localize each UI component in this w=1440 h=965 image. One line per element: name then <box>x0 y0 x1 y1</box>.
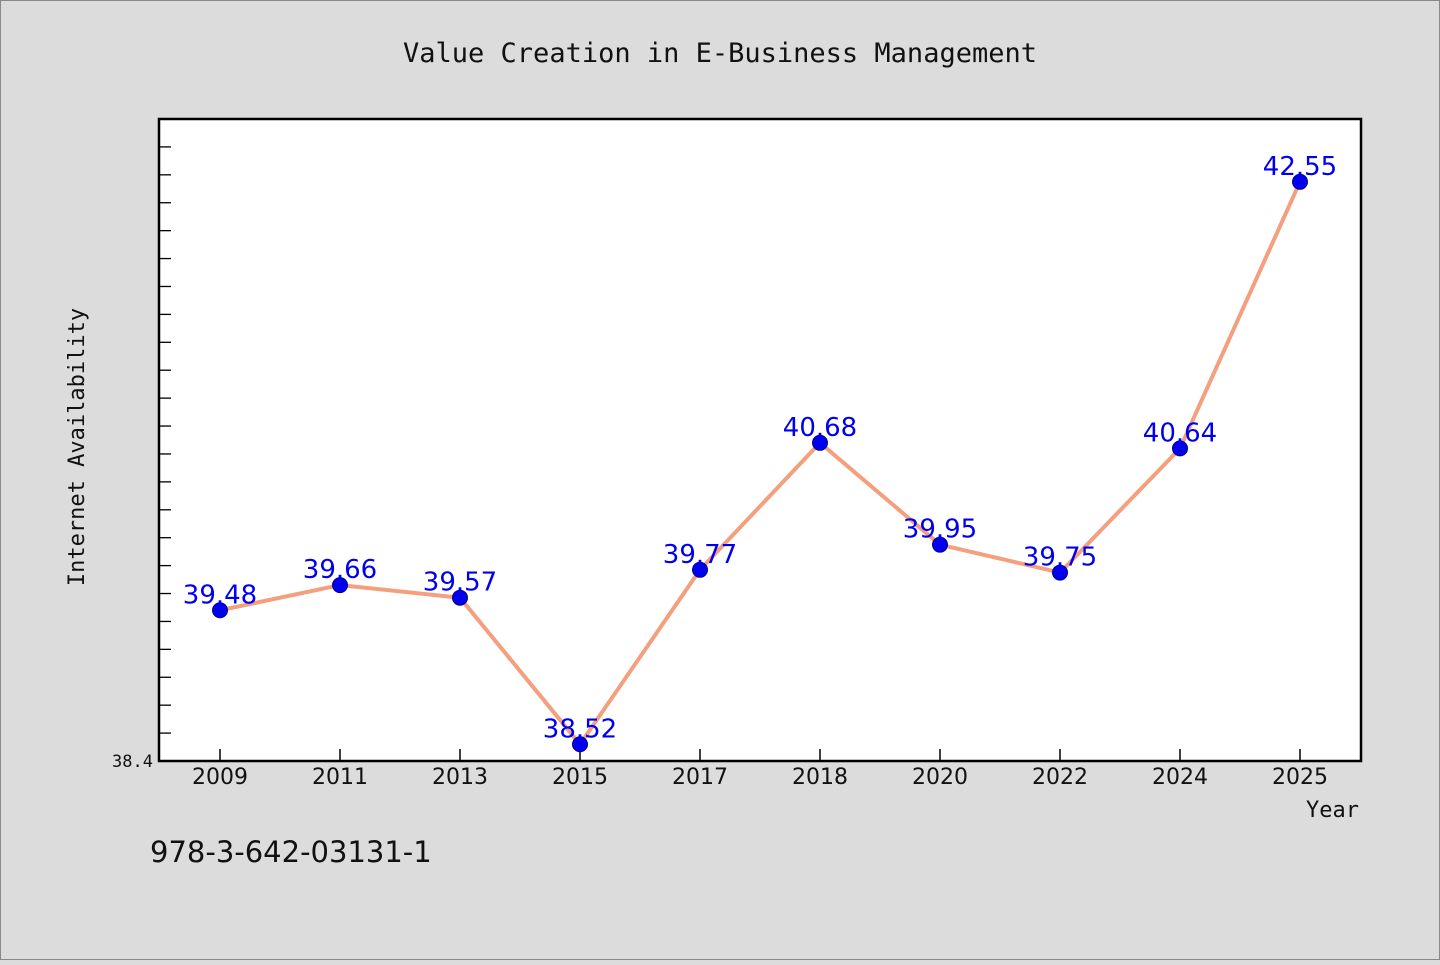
data-point-2011 <box>332 577 348 594</box>
x-tick-label-2018: 2018 <box>792 765 848 790</box>
data-label-2020: 39.95 <box>903 515 977 545</box>
data-label-2015: 38.52 <box>543 714 617 744</box>
data-point-2009 <box>212 602 228 619</box>
data-label-2022: 39.75 <box>1023 543 1097 573</box>
x-tick-label-2011: 2011 <box>312 765 368 790</box>
data-label-2009: 39.48 <box>183 580 257 610</box>
data-label-2024: 40.64 <box>1143 418 1217 448</box>
data-label-2025: 42.55 <box>1263 152 1337 182</box>
data-label-2011: 39.66 <box>303 555 377 585</box>
x-tick-label-2024: 2024 <box>1152 765 1208 790</box>
x-tick-label-2020: 2020 <box>912 765 968 790</box>
x-tick-label-2015: 2015 <box>552 765 608 790</box>
series-line <box>218 179 1302 747</box>
x-axis-ticks <box>219 749 1301 761</box>
y-axis-ticks <box>159 146 171 762</box>
x-tick-label-2009: 2009 <box>192 765 248 790</box>
x-tick-label-2017: 2017 <box>672 765 728 790</box>
data-point-2018 <box>812 434 828 451</box>
x-tick-label-2025: 2025 <box>1272 765 1328 790</box>
chart-title: Value Creation in E-Business Management <box>403 38 1037 69</box>
data-label-2013: 39.57 <box>423 568 497 598</box>
x-axis-label: Year <box>1306 798 1359 823</box>
y-tick-label-min: 38.4 <box>112 752 153 772</box>
data-point-2017 <box>692 561 708 578</box>
plot-area <box>157 117 1363 763</box>
x-tick-label-2022: 2022 <box>1032 765 1088 790</box>
data-point-2022 <box>1052 564 1068 581</box>
x-tick-labels: 2009 2011 2013 2015 2017 2018 2020 2022 2024 2025 <box>192 765 1328 790</box>
isbn-footnote: 978-3-642-03131-1 <box>150 835 432 869</box>
data-labels: 39.48 39.66 39.57 38.52 39.77 40.68 39.95 39.75… <box>183 152 1337 744</box>
data-point-2020 <box>932 536 948 553</box>
data-point-2013 <box>452 589 468 606</box>
data-points <box>212 173 1308 753</box>
data-point-2025 <box>1292 173 1308 190</box>
data-point-2015 <box>572 736 588 753</box>
data-point-2024 <box>1172 440 1188 457</box>
x-tick-label-2013: 2013 <box>432 765 488 790</box>
data-label-2017: 39.77 <box>663 540 737 570</box>
y-axis-label: Internet Availability <box>65 308 90 586</box>
data-label-2018: 40.68 <box>783 413 857 443</box>
